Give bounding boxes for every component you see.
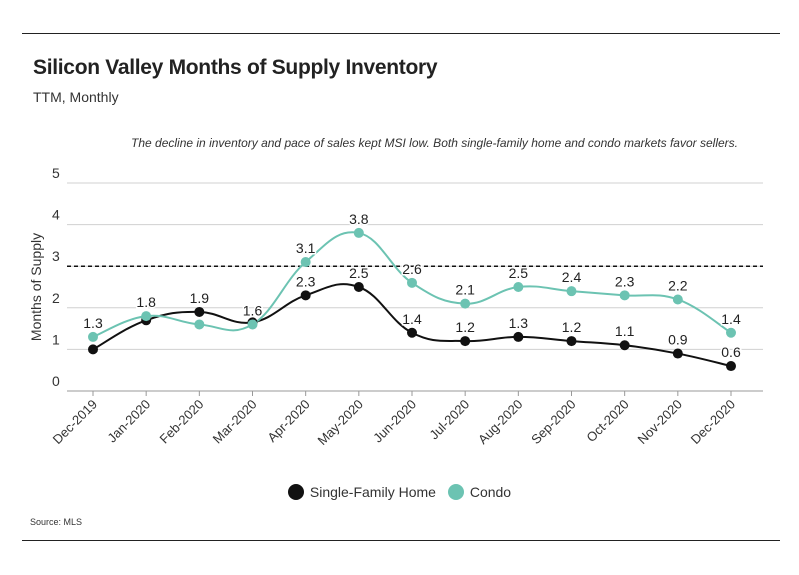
data-point-sfh (619, 340, 630, 351)
x-tick-label: May-2020 (314, 397, 365, 448)
top-rule (22, 33, 780, 34)
data-point-sfh (88, 344, 98, 355)
data-label-sfh: 1.2 (455, 319, 475, 335)
legend: Single-Family Home Condo (0, 484, 799, 503)
data-point-condo (566, 286, 577, 297)
data-label-condo: 2.6 (402, 261, 422, 277)
x-tick-label: Dec-2020 (688, 397, 738, 447)
bottom-rule (22, 540, 780, 541)
x-tick-label: Nov-2020 (634, 397, 684, 447)
chart-subtitle: TTM, Monthly (33, 89, 119, 105)
legend-swatch-condo (447, 484, 464, 500)
data-label-condo: 2.2 (668, 277, 688, 293)
data-label-sfh: 2.3 (296, 273, 316, 289)
legend-swatch-sfh (287, 484, 304, 500)
data-label-sfh: 1.4 (402, 311, 422, 327)
legend-item-sfh[interactable]: Single-Family Home (287, 484, 436, 500)
x-tick-label: Feb-2020 (156, 397, 206, 447)
data-label-condo: 2.5 (509, 265, 529, 281)
data-point-condo (247, 319, 258, 330)
data-point-sfh (726, 361, 736, 372)
data-point-condo (672, 294, 683, 305)
x-tick-label: Aug-2020 (475, 397, 525, 447)
legend-item-condo[interactable]: Condo (447, 484, 512, 500)
data-point-sfh (460, 336, 471, 347)
data-point-condo (513, 282, 524, 292)
data-label-sfh: 2.5 (349, 265, 369, 281)
legend-label-sfh: Single-Family Home (309, 484, 436, 500)
data-label-condo: 2.1 (455, 282, 475, 298)
data-point-sfh (513, 331, 524, 342)
data-point-sfh (672, 348, 683, 359)
data-point-sfh (300, 290, 311, 301)
line-chart: 0 1 2 3 4 5 Months of Supply Dec-2019 Jan-2020 Fe… (28, 165, 763, 448)
data-label-sfh: 0.6 (721, 344, 741, 360)
data-label-condo: 1.8 (136, 294, 156, 310)
data-point-condo (300, 257, 311, 268)
data-label-condo: 1.3 (83, 315, 103, 331)
data-point-condo (194, 319, 205, 330)
data-label-condo: 3.8 (349, 211, 369, 227)
x-tick-label: Dec-2019 (50, 397, 100, 447)
x-tick-label: Mar-2020 (210, 397, 260, 447)
data-label-sfh: 0.9 (668, 332, 688, 348)
data-point-condo (726, 327, 736, 338)
y-tick-label: 2 (52, 290, 60, 306)
data-point-sfh (194, 306, 205, 317)
data-point-sfh (407, 327, 417, 338)
x-tick-label: Jul-2020 (426, 397, 472, 443)
data-label-condo: 2.4 (562, 269, 582, 285)
x-tick-label: Sep-2020 (528, 397, 578, 447)
legend-label-condo: Condo (469, 484, 512, 500)
y-tick-label: 1 (52, 331, 60, 347)
source-note: Source: MLS (30, 517, 83, 527)
y-tick-label: 3 (52, 248, 60, 264)
x-tick-label: Jan-2020 (104, 397, 153, 446)
data-label-condo: 3.1 (296, 240, 316, 256)
data-point-condo (88, 331, 98, 342)
data-point-condo (460, 298, 471, 309)
data-label-condo: 1.4 (721, 311, 741, 327)
data-label-condo: 1.6 (243, 302, 263, 318)
chart-annotation: The decline in inventory and pace of sal… (131, 136, 738, 150)
x-tick-label: Oct-2020 (583, 397, 631, 445)
data-point-condo (407, 277, 417, 288)
x-tick-label: Apr-2020 (264, 397, 312, 445)
data-label-sfh: 1.9 (190, 290, 210, 306)
y-tick-label: 0 (52, 373, 60, 389)
y-tick-label: 5 (52, 165, 60, 181)
data-point-sfh (566, 336, 577, 347)
data-point-condo (353, 227, 364, 238)
chart-title: Silicon Valley Months of Supply Inventor… (33, 56, 438, 79)
data-label-sfh: 1.2 (562, 319, 582, 335)
y-axis-title: Months of Supply (28, 233, 44, 341)
data-label-sfh: 1.1 (615, 323, 635, 339)
y-tick-label: 4 (52, 207, 60, 223)
data-point-condo (141, 311, 152, 322)
data-point-condo (619, 290, 630, 301)
data-label-sfh: 1.3 (509, 315, 529, 331)
x-tick-label: Jun-2020 (370, 397, 419, 446)
data-point-sfh (353, 282, 364, 292)
data-label-condo: 2.3 (615, 273, 635, 289)
